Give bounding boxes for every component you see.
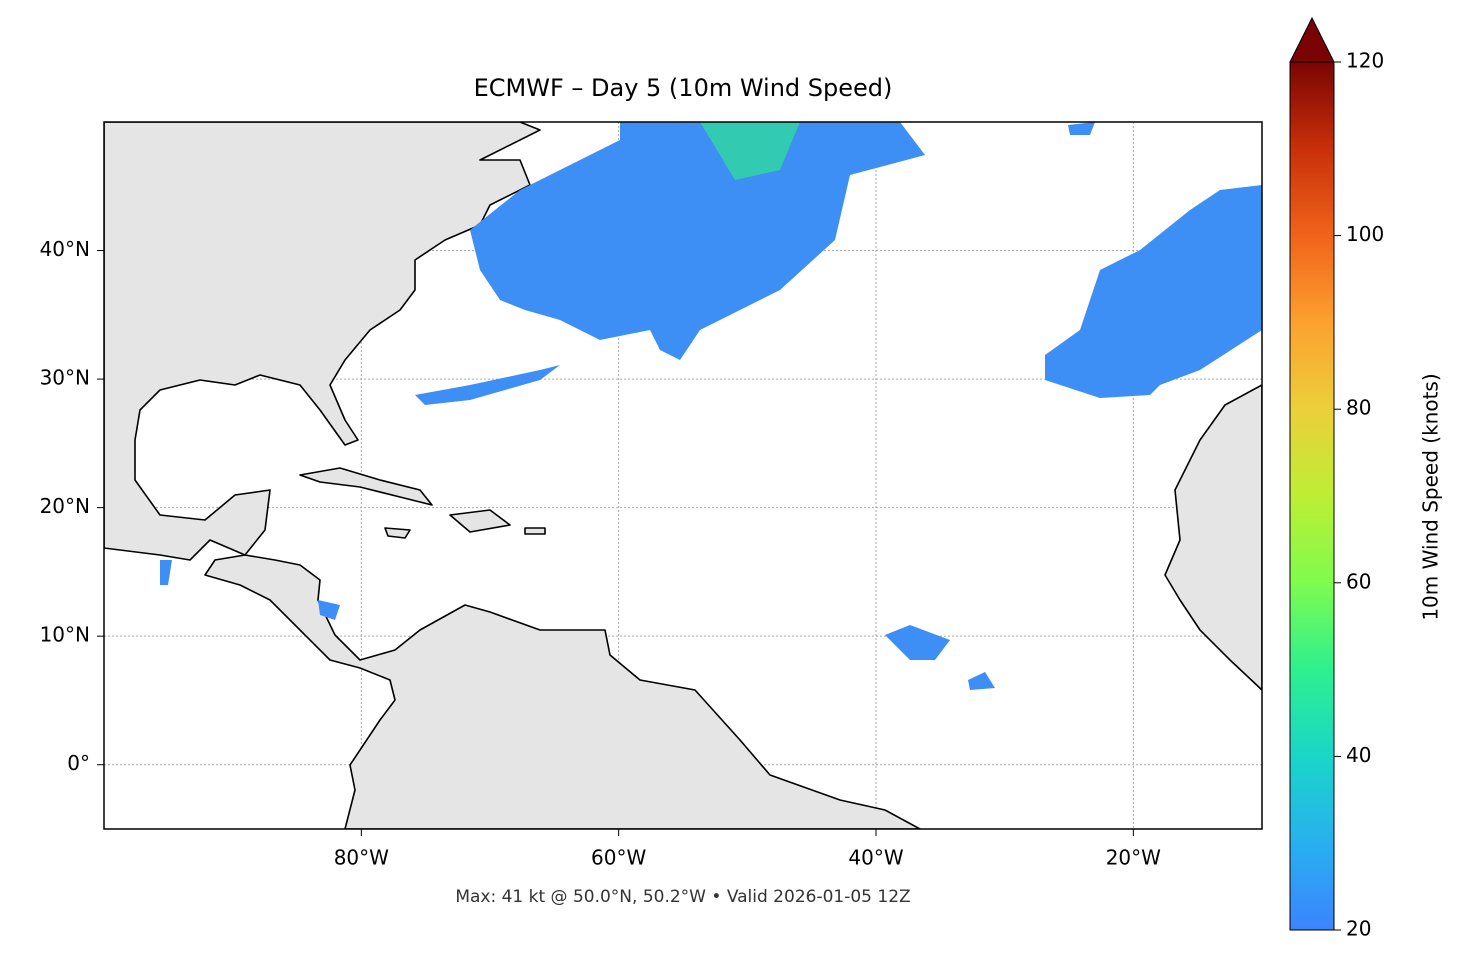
colorbar-label: 10m Wind Speed (knots) — [1419, 373, 1443, 620]
jamaica — [384, 527, 411, 539]
x-tick-label: 60°W — [591, 846, 646, 870]
colorbar-tick-label: 40 — [1346, 743, 1371, 767]
colorbar-tick-label: 20 — [1346, 917, 1371, 941]
y-tick-label: 0° — [67, 751, 90, 775]
y-tick-label: 40°N — [40, 237, 90, 261]
caption: Max: 41 kt @ 50.0°N, 50.2°W • Valid 2026… — [455, 887, 910, 907]
y-tick-label: 20°N — [40, 494, 90, 518]
wind-area — [885, 625, 950, 660]
colorbar-tick-label: 60 — [1346, 569, 1371, 593]
y-tick-label: 10°N — [40, 623, 90, 647]
map-layer — [104, 122, 1262, 829]
plot-frame — [103, 121, 1263, 830]
wind-area — [415, 365, 560, 405]
colorbar-extend — [1289, 16, 1335, 63]
central-south-america — [204, 554, 921, 829]
x-tick-label: 80°W — [334, 846, 389, 870]
puerto-rico — [524, 527, 546, 535]
wind-area — [318, 600, 340, 620]
colorbar — [1289, 61, 1335, 931]
wind-area — [1045, 185, 1262, 398]
north-america — [104, 122, 541, 561]
wind-area — [968, 672, 995, 690]
colorbar-tick-label: 100 — [1346, 222, 1384, 246]
wind-area — [1068, 122, 1095, 135]
wind-area — [160, 560, 172, 585]
x-tick-label: 40°W — [848, 846, 903, 870]
y-tick-label: 30°N — [40, 366, 90, 390]
colorbar-tick-label: 80 — [1346, 396, 1371, 420]
x-tick-label: 20°W — [1106, 846, 1161, 870]
wind-area-strong — [700, 122, 800, 180]
wind-area — [470, 122, 925, 360]
colorbar-tick-label: 120 — [1346, 49, 1384, 73]
africa — [1164, 384, 1262, 691]
chart-title: ECMWF – Day 5 (10m Wind Speed) — [474, 74, 893, 102]
cuba — [299, 467, 433, 506]
hispaniola — [449, 509, 511, 533]
